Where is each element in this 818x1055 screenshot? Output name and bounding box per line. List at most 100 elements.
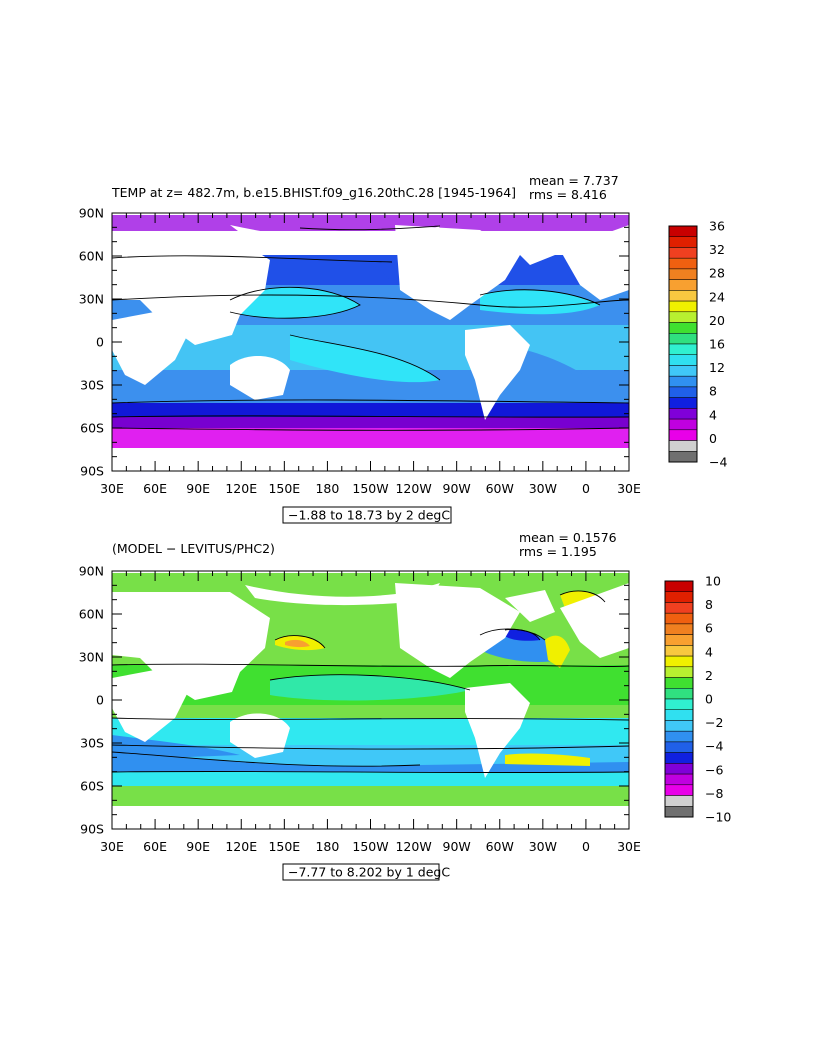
africa-land: [112, 310, 190, 385]
panel-1: TEMP at z= 482.7m, b.e15.BHIST.f09_g16.2…: [79, 173, 727, 524]
lon-label: 30E: [617, 839, 641, 854]
colorbar-swatch: [664, 602, 694, 614]
diff-south-edge: [112, 772, 629, 786]
diff-north-america-land: [395, 583, 520, 678]
diff-kuroshio-core: [285, 639, 310, 648]
colorbar-swatch: [664, 666, 694, 678]
lon-label: 30E: [100, 839, 124, 854]
lon-label: 60W: [486, 839, 514, 854]
lon-label: 0: [582, 839, 590, 854]
colorbar-label: 28: [709, 266, 725, 281]
colorbar-label: 16: [709, 337, 725, 352]
lon-label: 90E: [186, 839, 210, 854]
diff-greenland-land: [505, 590, 555, 622]
colorbar-swatch: [668, 279, 698, 291]
lat-label: 0: [96, 335, 104, 350]
colorbar-swatch: [668, 236, 698, 248]
colorbar-swatch: [664, 591, 694, 603]
panel-1-colorbar: 36 32 28 24 20 16 12 8 4 0 −4: [668, 219, 727, 470]
diff-north-atlantic-warm: [545, 635, 570, 668]
colorbar-label: 0: [705, 692, 713, 707]
southern-ocean: [112, 417, 629, 431]
lon-label: 180: [315, 839, 339, 854]
colorbar-frame: [664, 580, 694, 818]
lat-label: 60S: [80, 779, 104, 794]
colorbar-swatch: [668, 386, 698, 398]
lon-label: 120W: [395, 839, 431, 854]
colorbar-swatch: [668, 397, 698, 409]
colorbar-swatch: [664, 741, 694, 753]
colorbar-label: −4: [709, 455, 727, 470]
diff-south-atlantic-warm: [505, 753, 590, 766]
panel-1-range-box: [282, 506, 452, 524]
colorbar-swatch: [668, 290, 698, 302]
colorbar-swatch: [664, 677, 694, 689]
colorbar-swatch: [664, 784, 694, 796]
colorbar-swatch: [668, 257, 698, 270]
panel-2-map: [112, 571, 629, 829]
panel-1-map: [112, 213, 629, 471]
lon-label: 60E: [143, 481, 167, 496]
colorbar-swatch: [664, 580, 694, 592]
asia-land: [112, 235, 270, 345]
panel-1-lon-labels: 30E 60E 90E 120E 150E 180 150W 120W 90W 60W 30W 0 30…: [100, 481, 641, 496]
colorbar-swatch: [664, 795, 694, 807]
panel-2-title: (MODEL − LEVITUS/PHC2): [112, 541, 275, 556]
lon-label: 150E: [268, 481, 300, 496]
colorbar-label: 10: [705, 574, 721, 589]
colorbar-swatch: [668, 247, 698, 259]
colorbar-label: 4: [709, 407, 717, 422]
colorbar-label: 12: [709, 360, 725, 375]
lon-label: 120E: [225, 839, 257, 854]
colorbar-swatch: [664, 612, 694, 625]
colorbar-swatch: [668, 408, 698, 420]
colorbar-label: 32: [709, 242, 725, 257]
colorbar-swatch: [664, 720, 694, 732]
panel-2-lon-labels: 30E 60E 90E 120E 150E 180 150W 120W 90W 60W 30W 0 30…: [100, 839, 641, 854]
greenland-land: [505, 232, 555, 265]
colorbar-swatch: [664, 763, 694, 775]
colorbar-swatch: [668, 343, 698, 355]
lat-label: 90S: [80, 822, 104, 837]
lon-label: 90E: [186, 481, 210, 496]
panel-1-range: −1.88 to 18.73 by 2 degC: [288, 508, 450, 523]
diff-africa-land: [112, 668, 190, 742]
panel-1-rms: rms = 8.416: [529, 187, 607, 202]
diff-tropical-teal: [270, 674, 470, 701]
panel-1-ticks: [111, 212, 630, 472]
diff-arctic-land: [112, 571, 629, 606]
colorbar-swatch: [664, 634, 694, 646]
colorbar-swatch: [668, 225, 698, 237]
lat-label: 90S: [80, 464, 104, 479]
panel-1-title: TEMP at z= 482.7m, b.e15.BHIST.f09_g16.2…: [111, 185, 516, 200]
colorbar-label: −10: [705, 810, 731, 825]
colorbar-label: 6: [705, 621, 713, 636]
lon-label: 120E: [225, 481, 257, 496]
colorbar-label: −6: [705, 762, 723, 777]
australia-land: [230, 355, 290, 400]
colorbar-swatch: [664, 709, 694, 721]
colorbar-label: 0: [709, 431, 717, 446]
colorbar-swatch: [668, 268, 698, 280]
lon-label: 60E: [143, 839, 167, 854]
colorbar-swatch: [664, 623, 694, 635]
colorbar-swatch: [668, 365, 698, 377]
lon-label: 60W: [486, 481, 514, 496]
colorbar-swatch: [664, 773, 694, 786]
colorbar-label: −4: [705, 739, 723, 754]
panel-1-lat-labels: 90N 60N 30N 0 30S 60S 90S: [79, 206, 104, 479]
colorbar-swatch: [664, 730, 694, 743]
colorbar-swatch: [668, 440, 698, 452]
lon-label: 30E: [100, 481, 124, 496]
colorbar-swatch: [664, 645, 694, 657]
north-atlantic-warm: [480, 289, 600, 315]
colorbar-swatch: [668, 354, 698, 366]
lat-label: 60S: [80, 421, 104, 436]
panel-2-lat-labels: 90N 60N 30N 0 30S 60S 90S: [79, 564, 104, 837]
diff-gulf-stream-core: [505, 629, 540, 641]
colorbar-label: 4: [705, 644, 713, 659]
panel-2-contours: [112, 590, 629, 774]
lon-label: 150W: [352, 481, 388, 496]
colorbar-frame: [668, 225, 698, 463]
